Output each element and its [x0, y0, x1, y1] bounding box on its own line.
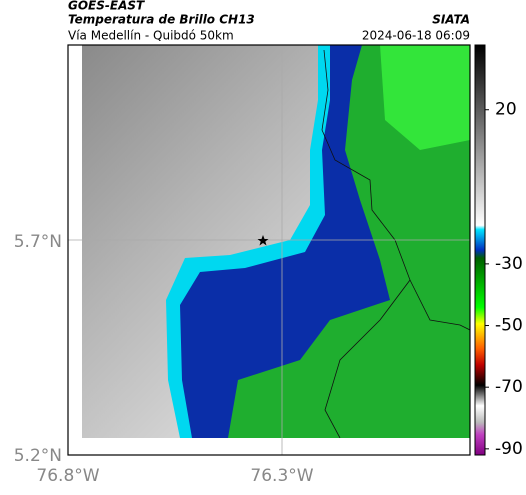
- source: SIATA: [432, 13, 470, 27]
- route: Vía Medellín - Quibdó 50km: [68, 29, 234, 43]
- lat-label: 5.7°N: [14, 232, 62, 252]
- title: GOES-EAST: [68, 0, 145, 13]
- colorbar-tick-label: -50: [495, 316, 523, 336]
- colorbar-tick-label: -70: [495, 377, 523, 397]
- colorbar-tick-label: -30: [495, 254, 523, 274]
- lon-label: 76.3°W: [250, 466, 313, 486]
- location-marker: [257, 235, 269, 246]
- lon-label: 76.8°W: [36, 466, 99, 486]
- timestamp: 2024-06-18 06:09: [362, 29, 470, 43]
- satellite-image: [82, 45, 470, 438]
- lat-label: 5.2°N: [14, 446, 62, 466]
- subtitle: Temperatura de Brillo CH13: [68, 13, 255, 27]
- colorbar-ticks: 20 -30 -50 -70 -90: [485, 100, 523, 459]
- colorbar: [474, 44, 486, 456]
- colorbar-tick-label: -90: [495, 439, 523, 459]
- colorbar-tick-label: 20: [495, 100, 517, 120]
- map-frame: [67, 44, 471, 456]
